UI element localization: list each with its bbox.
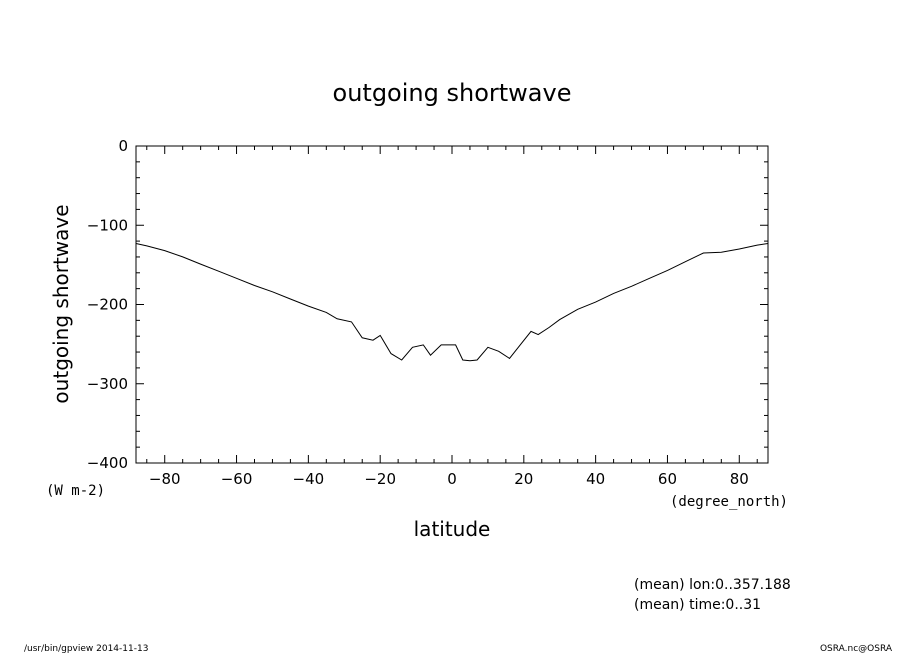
x-tick-label: −40: [293, 470, 325, 488]
tick-labels: −80 −60 −40 −20 0 20 40 60 800−100−200−300−400: [87, 137, 749, 488]
plot-frame: [135, 145, 769, 464]
note-time-mean: (mean) time:0..31: [634, 597, 761, 613]
x-tick-label: −20: [364, 470, 396, 488]
series-points: [135, 243, 769, 362]
note-lon-mean: (mean) lon:0..357.188: [634, 577, 791, 593]
chart-title: outgoing shortwave: [333, 79, 572, 107]
y-tick-label: −400: [87, 454, 128, 472]
series-line-outgoing-shortwave: [135, 243, 769, 362]
x-tick-label: 20: [514, 470, 533, 488]
x-axis-title: latitude: [414, 517, 491, 541]
y-tick-label: 0: [118, 137, 128, 155]
y-axis-title: outgoing shortwave: [49, 204, 73, 403]
y-tick-label: −200: [87, 296, 128, 314]
footer-command-date: /usr/bin/gpview 2014-11-13: [24, 644, 148, 654]
x-tick-label: −60: [221, 470, 253, 488]
y-tick-label: −100: [87, 216, 128, 234]
x-tick-label: 40: [586, 470, 605, 488]
x-tick-label: 60: [658, 470, 677, 488]
axis-ticks: [136, 145, 768, 464]
footer-source-file: OSRA.nc@OSRA: [820, 644, 893, 654]
x-tick-label: 0: [447, 470, 457, 488]
y-tick-label: −300: [87, 375, 128, 393]
x-tick-label: −80: [149, 470, 181, 488]
x-tick-label: 80: [730, 470, 749, 488]
y-unit-label: (W m-2): [46, 483, 105, 499]
x-unit-label: (degree_north): [670, 494, 788, 510]
